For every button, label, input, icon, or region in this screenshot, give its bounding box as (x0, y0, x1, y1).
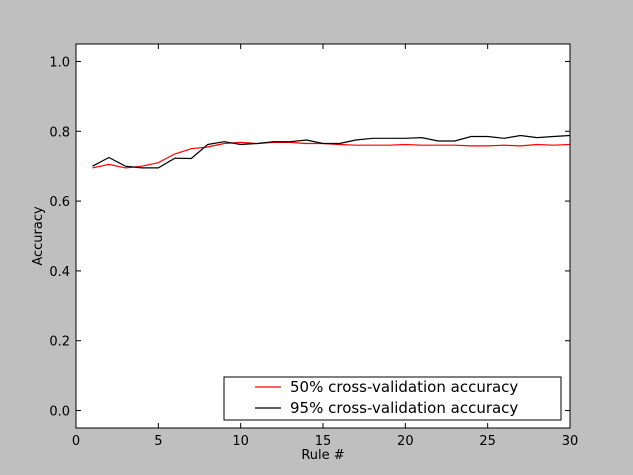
x-tick-label: 25 (479, 434, 496, 449)
series-layer (92, 134, 571, 169)
legend-label-50: 50% cross-validation accuracy (290, 378, 518, 396)
legend-label-95: 95% cross-validation accuracy (290, 399, 518, 417)
y-tick-label: 0.6 (49, 195, 70, 210)
x-tick-label: 5 (154, 434, 162, 449)
x-axis-label: Rule # (301, 448, 344, 463)
y-tick-label: 0.8 (49, 125, 70, 140)
y-tick-label: 1.0 (49, 55, 70, 70)
y-tick-label: 0.4 (49, 265, 70, 280)
y-axis-label: Accuracy (31, 206, 46, 266)
legend: 50% cross-validation accuracy 95% cross-… (223, 376, 562, 421)
x-tick-label: 10 (232, 434, 249, 449)
y-tick-label: 0.0 (49, 405, 70, 420)
x-tick-label: 15 (315, 434, 332, 449)
x-tick-label: 0 (72, 434, 80, 449)
x-tick-label: 20 (397, 434, 414, 449)
plot-area (76, 44, 570, 428)
legend-box (223, 376, 562, 421)
ticks-layer: 0 5 10 15 20 25 30 0.0 0.2 0.4 0.6 0.8 1.0 (49, 44, 578, 449)
y-tick-label: 0.2 (49, 335, 70, 350)
series-line-1 (92, 134, 571, 169)
x-tick-label: 30 (562, 434, 579, 449)
